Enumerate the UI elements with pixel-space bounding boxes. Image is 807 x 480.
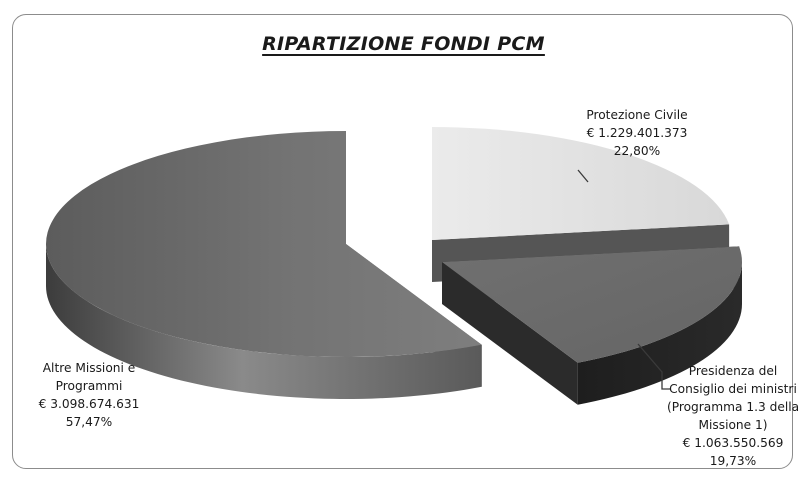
slice-name: Protezione Civile xyxy=(586,108,688,122)
slice-percent: 22,80% xyxy=(613,144,661,158)
slice-amount: € 3.098.674.631 xyxy=(38,397,140,411)
slice-amount: € 1.229.401.373 xyxy=(586,126,688,140)
pie-slice-top xyxy=(442,246,742,363)
slice-percent: 57,47% xyxy=(65,415,113,429)
pie-slice-top xyxy=(432,127,730,240)
slice-name: Missione 1) xyxy=(698,418,768,432)
pie-slice-top xyxy=(46,131,482,357)
slice-name: Altre Missioni e xyxy=(42,361,136,375)
pie-slice-side xyxy=(577,262,742,405)
slice-label-protezione-civile: Protezione Civile € 1.229.401.373 22,80% xyxy=(557,106,717,160)
pie-slice-wall xyxy=(442,262,578,405)
pie-slice-presidenza-del xyxy=(442,246,742,405)
slice-name: Consiglio dei ministri xyxy=(669,382,797,396)
slice-name: (Programma 1.3 della xyxy=(666,400,800,414)
slice-name: Programmi xyxy=(55,379,123,393)
slice-amount: € 1.063.550.569 xyxy=(682,436,784,450)
pie-slice-altre-missioni-e xyxy=(46,131,482,400)
leader-line-protezione-civile xyxy=(577,169,589,183)
slice-name: Presidenza del xyxy=(688,364,778,378)
chart-title: RIPARTIZIONE FONDI PCM xyxy=(262,33,545,55)
slice-label-altre-missioni: Altre Missioni e Programmi € 3.098.674.6… xyxy=(14,359,164,431)
pie-slice-side xyxy=(46,244,482,400)
leader-line-presidenza xyxy=(637,343,670,390)
slice-percent: 19,73% xyxy=(709,454,757,468)
slice-label-presidenza: Presidenza del Consiglio dei ministri (P… xyxy=(648,362,807,470)
